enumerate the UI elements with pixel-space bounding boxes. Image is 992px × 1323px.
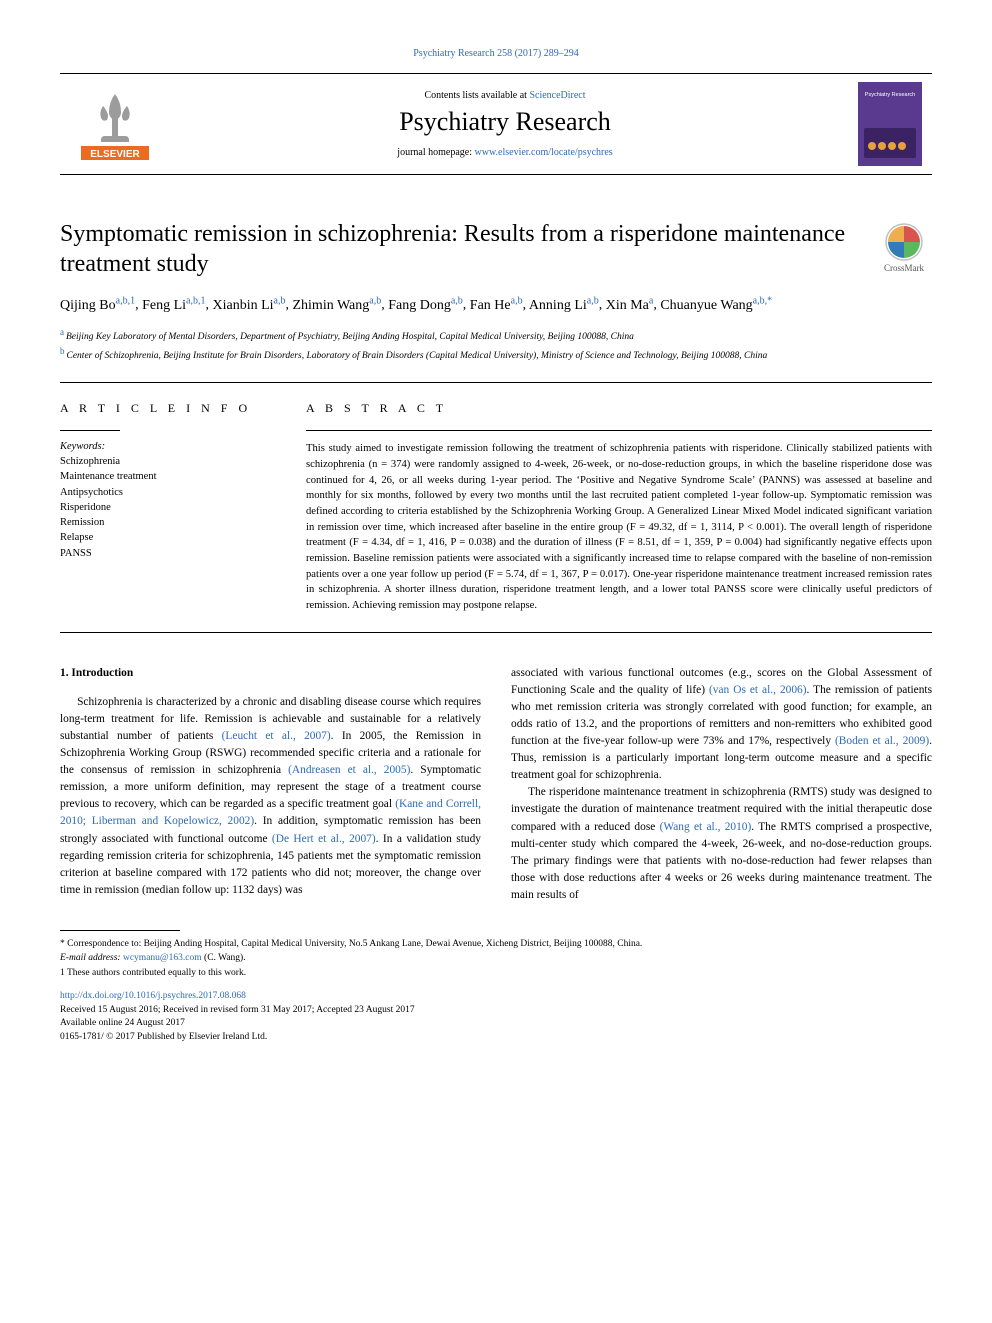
email-note: E-mail address: wcymanu@163.com (C. Wang… [60, 951, 932, 965]
sciencedirect-link[interactable]: ScienceDirect [529, 90, 585, 101]
publisher-logo-block: ELSEVIER [70, 84, 160, 164]
author-affil-sup: a,b,1 [186, 295, 205, 306]
abstract-label: A B S T R A C T [306, 401, 932, 416]
keywords-list: SchizophreniaMaintenance treatmentAntips… [60, 454, 270, 561]
author-affil-sup: a,b [451, 295, 463, 306]
author: Fan Hea,b [470, 298, 523, 313]
affiliations: aBeijing Key Laboratory of Mental Disord… [60, 326, 932, 364]
author: Xianbin Lia,b [212, 298, 285, 313]
citation[interactable]: (Kane and Correll, 2010; Liberman and Ko… [60, 798, 481, 827]
keyword: PANSS [60, 546, 270, 561]
doi-link[interactable]: http://dx.doi.org/10.1016/j.psychres.201… [60, 991, 246, 1001]
keyword: Risperidone [60, 500, 270, 515]
keyword: Remission [60, 515, 270, 530]
publisher-name: ELSEVIER [90, 149, 140, 160]
divider [60, 430, 120, 431]
footnotes: * Correspondence to: Beijing Anding Hosp… [60, 937, 932, 980]
author-affil-sup: a,b [369, 295, 381, 306]
divider [60, 382, 932, 383]
journal-banner: ELSEVIER Contents lists available at Sci… [60, 73, 932, 175]
running-head: Psychiatry Research 258 (2017) 289–294 [60, 48, 932, 59]
crossmark-label: CrossMark [884, 263, 924, 273]
author-affil-sup: a,b [511, 295, 523, 306]
affiliation: aBeijing Key Laboratory of Mental Disord… [60, 326, 932, 345]
citation[interactable]: (Boden et al., 2009) [835, 735, 929, 747]
citation[interactable]: (De Hert et al., 2007) [272, 833, 376, 845]
available-online: Available online 24 August 2017 [60, 1017, 932, 1031]
author: Chuanyue Wanga,b,* [660, 298, 772, 313]
author-affil-sup: a,b [587, 295, 599, 306]
author-affil-sup: a,b,* [753, 295, 772, 306]
citation[interactable]: (Leucht et al., 2007) [222, 730, 331, 742]
journal-homepage-link[interactable]: www.elsevier.com/locate/psychres [475, 147, 613, 158]
author-affil-sup: a [649, 295, 653, 306]
journal-title: Psychiatry Research [176, 107, 834, 137]
section-heading: 1. Introduction [60, 665, 481, 682]
keyword: Maintenance treatment [60, 469, 270, 484]
body-column-right: associated with various functional outco… [511, 665, 932, 905]
abstract-text: This study aimed to investigate remissio… [306, 441, 932, 613]
body-paragraph: The risperidone maintenance treatment in… [511, 784, 932, 904]
author-list: Qijing Boa,b,1, Feng Lia,b,1, Xianbin Li… [60, 293, 932, 316]
keyword: Schizophrenia [60, 454, 270, 469]
correspondence-note: * Correspondence to: Beijing Anding Hosp… [60, 937, 932, 951]
keywords-label: Keywords: [60, 441, 270, 452]
body-column-left: 1. Introduction Schizophrenia is charact… [60, 665, 481, 905]
crossmark-badge[interactable]: CrossMark [876, 223, 932, 273]
journal-cover-thumbnail: Psychiatry Research [858, 82, 922, 166]
affiliation: bCenter of Schizophrenia, Beijing Instit… [60, 345, 932, 364]
keyword: Antipsychotics [60, 485, 270, 500]
divider [306, 430, 932, 431]
author: Anning Lia,b [529, 298, 599, 313]
author-affil-sup: a,b [274, 295, 286, 306]
author: Zhimin Wanga,b [292, 298, 381, 313]
author: Feng Lia,b,1 [142, 298, 205, 313]
author: Fang Donga,b [388, 298, 463, 313]
divider [60, 632, 932, 633]
author-affil-sup: a,b,1 [116, 295, 135, 306]
publication-info: http://dx.doi.org/10.1016/j.psychres.201… [60, 990, 932, 1045]
citation[interactable]: (Andreasen et al., 2005) [288, 764, 410, 776]
citation[interactable]: (van Os et al., 2006) [709, 684, 807, 696]
contents-available: Contents lists available at ScienceDirec… [176, 90, 834, 101]
footnote-separator [60, 930, 180, 931]
crossmark-icon [885, 223, 923, 261]
author: Xin Maa [606, 298, 654, 313]
article-title: Symptomatic remission in schizophrenia: … [60, 219, 856, 279]
corresponding-email-link[interactable]: wcymanu@163.com [123, 953, 202, 963]
elsevier-tree-icon: ELSEVIER [75, 84, 155, 164]
received-dates: Received 15 August 2016; Received in rev… [60, 1004, 932, 1018]
body-paragraph: Schizophrenia is characterized by a chro… [60, 694, 481, 899]
body-paragraph: associated with various functional outco… [511, 665, 932, 785]
citation[interactable]: (Wang et al., 2010) [660, 821, 752, 833]
svg-text:Psychiatry Research: Psychiatry Research [865, 92, 915, 98]
copyright-line: 0165-1781/ © 2017 Published by Elsevier … [60, 1031, 932, 1045]
contribution-note: 1 These authors contributed equally to t… [60, 966, 932, 980]
journal-homepage: journal homepage: www.elsevier.com/locat… [176, 147, 834, 158]
keyword: Relapse [60, 530, 270, 545]
author: Qijing Boa,b,1 [60, 298, 135, 313]
article-info-label: A R T I C L E I N F O [60, 401, 270, 416]
